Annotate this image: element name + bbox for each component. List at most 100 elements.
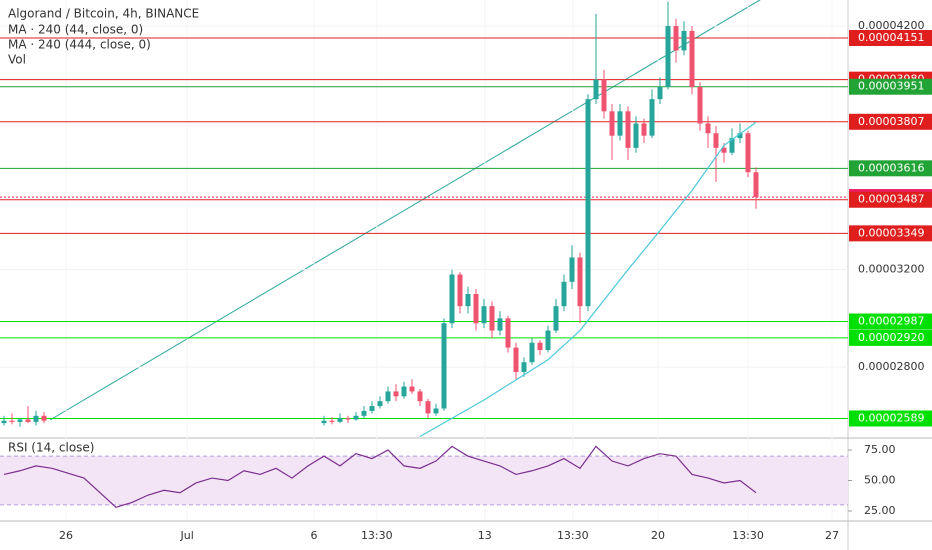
x-tick-label: 26 (59, 529, 73, 542)
candle-body (601, 79, 607, 112)
candle-body (401, 386, 407, 397)
candle-body (513, 347, 519, 372)
candle-body (585, 99, 591, 307)
price-level-label: 0.00003487 (858, 193, 924, 206)
candle-body (633, 123, 639, 148)
price-level-tag (849, 410, 932, 427)
indicator-label: Vol (8, 53, 26, 67)
y-tick-label: 50.00 (864, 474, 896, 487)
candle-body (449, 274, 455, 324)
candle-body (665, 26, 671, 87)
x-tick-label: 13 (478, 529, 492, 542)
candle-body (553, 306, 559, 331)
candle-body (409, 386, 415, 392)
trend-line (49, 0, 761, 421)
candle-body (569, 257, 575, 282)
indicator-label: MA · 240 (444, close, 0) (8, 38, 151, 52)
candle-body (337, 418, 343, 422)
candle-body (681, 30, 687, 51)
price-level-label: 0.00002920 (858, 331, 924, 344)
candle-body (729, 138, 735, 153)
candle-body (481, 306, 487, 324)
candle-body (753, 172, 759, 198)
candle-body (17, 419, 23, 422)
candle-body (545, 330, 551, 351)
x-tick-label: 20 (651, 529, 665, 542)
candle-body (673, 26, 679, 51)
y-tick-label: 0.00002800 (858, 360, 924, 373)
candle-body (609, 111, 615, 136)
candle-body (425, 401, 431, 414)
candle-body (9, 420, 15, 422)
rsi-line (3, 445, 757, 508)
x-tick-label: 13:30 (732, 529, 764, 542)
price-level-label: 0.00003349 (858, 226, 924, 239)
candle-body (561, 281, 567, 307)
candle-body (625, 111, 631, 148)
y-tick-label: 0.00003200 (858, 263, 924, 276)
price-level-tag (849, 313, 932, 330)
price-level-label: 0.00003951 (858, 80, 924, 93)
price-level-label: 0.00003616 (858, 161, 924, 174)
candle-body (521, 362, 527, 372)
chart-title: Algorand / Bitcoin, 4h, BINANCE (8, 7, 199, 21)
candle-body (385, 391, 391, 402)
price-level-tag (849, 78, 932, 95)
candle-body (721, 147, 727, 153)
candle-body (713, 133, 719, 148)
candle-body (33, 415, 39, 422)
price-level-label: 0.00003807 (858, 115, 924, 128)
candle-body (329, 420, 335, 422)
candle-body (369, 406, 375, 411)
candle-body (537, 342, 543, 351)
y-tick-label: 0.00004200 (858, 19, 924, 32)
candle-body (361, 410, 367, 416)
price-level-label: 0.00002589 (858, 411, 924, 424)
x-tick-label: Jul (180, 529, 194, 542)
price-level-tag (849, 160, 932, 177)
x-tick-label: 13:30 (361, 529, 393, 542)
candle-body (657, 86, 663, 100)
candle-body (377, 401, 383, 407)
candle-body (321, 420, 327, 424)
price-level-label: 0.00004151 (858, 31, 924, 44)
candle-body (497, 318, 503, 331)
candle-body (577, 257, 583, 307)
candle-body (353, 415, 359, 420)
rsi-title: RSI (14, close) (8, 441, 94, 455)
candle-body (489, 306, 495, 331)
candle-body (393, 391, 399, 397)
candle-body (649, 99, 655, 136)
candle-body (345, 418, 351, 420)
candle-body (473, 294, 479, 324)
candle-body (593, 79, 599, 100)
candle-body (505, 318, 511, 348)
candle-body (433, 408, 439, 414)
candle-body (617, 111, 623, 136)
candle-body (689, 30, 695, 87)
x-tick-label: 13:30 (557, 529, 589, 542)
candle-body (697, 86, 703, 124)
x-tick-label: 27 (825, 529, 839, 542)
candle-body (705, 123, 711, 134)
price-level-tag (849, 329, 932, 346)
indicator-label: MA · 240 (44, close, 0) (8, 23, 143, 37)
candle-body (1, 420, 7, 424)
candle-body (529, 342, 535, 363)
price-level-tag (849, 30, 932, 46)
y-tick-label: 75.00 (864, 443, 896, 456)
candle-body (745, 133, 751, 173)
candle-body (41, 415, 47, 421)
candle-body (737, 133, 743, 139)
moving-average-line (419, 121, 757, 438)
price-level-label: 0.00002987 (858, 315, 924, 328)
price-level-tag (849, 191, 932, 208)
candle-body (641, 123, 647, 136)
x-tick-label: 6 (311, 529, 318, 542)
candle-body (465, 294, 471, 307)
y-tick-label: 25.00 (864, 504, 896, 517)
price-level-tag (849, 113, 932, 130)
candle-body (25, 419, 31, 422)
price-level-tag (849, 225, 932, 242)
